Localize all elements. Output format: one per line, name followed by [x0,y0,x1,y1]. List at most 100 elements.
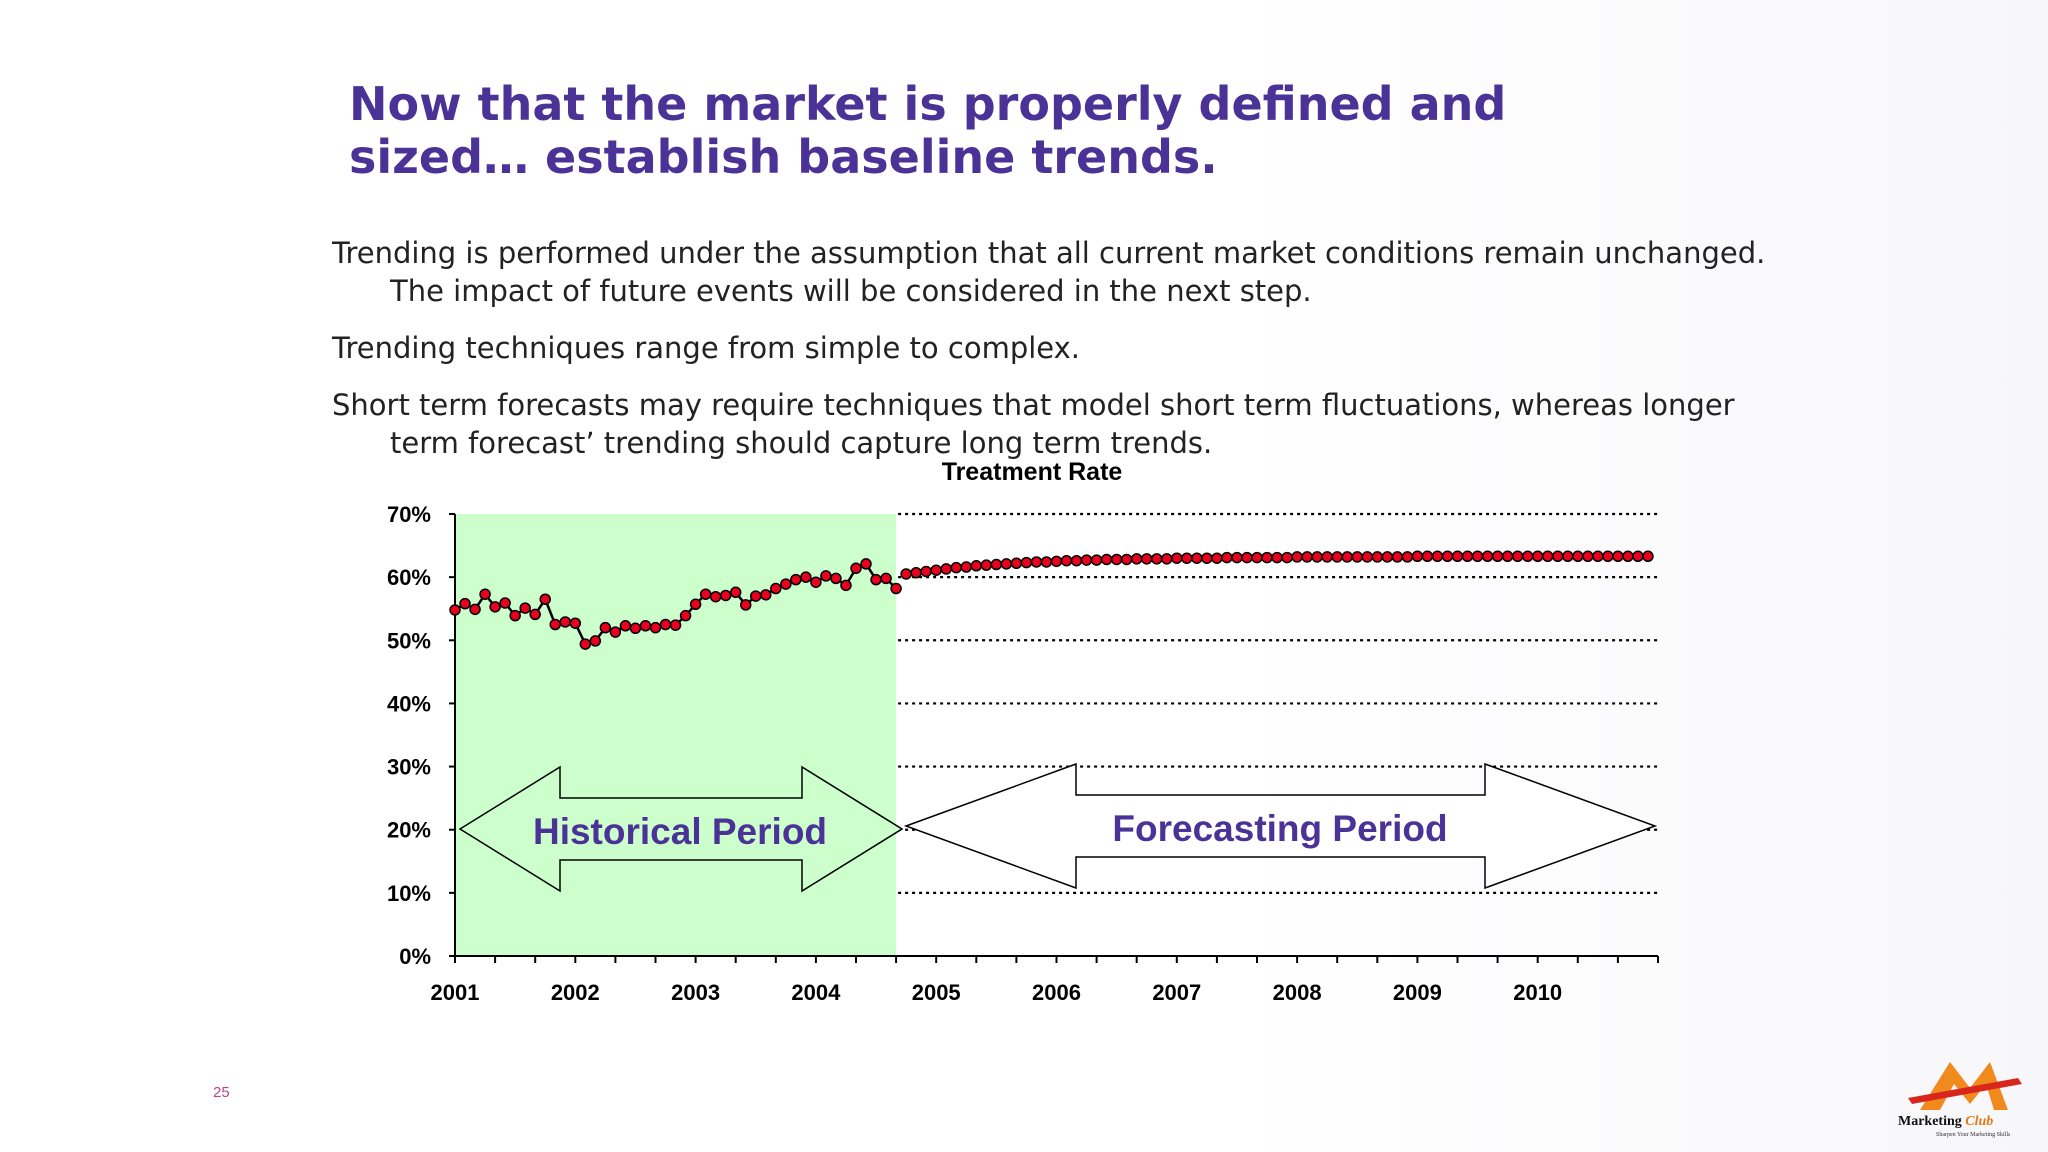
forecast-point [1110,553,1123,566]
historical-point [529,608,541,621]
forecast-point [1441,550,1454,563]
forecast-point [1211,552,1223,564]
historical-point [459,597,471,610]
forecast-point [1060,554,1073,567]
forecast-point [1020,556,1033,569]
forecast-point [1481,550,1494,563]
y-ticks: 0% 10% 20% 30% 40% 50% 60% 70% [387,502,455,969]
forecast-point [1351,551,1363,563]
x-tick-label: 2005 [912,980,961,1005]
forecast-point [1271,551,1283,564]
y-tick-label: 30% [387,755,431,780]
forecast-point [1562,550,1574,563]
historical-point [659,618,672,631]
slide-title-line-1: Now that the market is properly defined … [349,77,1507,131]
historical-point [860,558,872,570]
historical-point [840,579,852,592]
forecast-point [1541,550,1554,563]
forecast-point [1301,551,1313,563]
forecast-point [1451,550,1464,563]
historical-point [579,638,592,650]
x-tick-label: 2009 [1393,980,1442,1005]
data-markers [449,550,1654,650]
forecast-point [970,560,983,572]
forecast-point [1000,558,1013,570]
forecast-point [1572,550,1584,563]
forecast-point [1521,550,1534,563]
logo-brand: Marketing [1898,1114,1962,1129]
y-tick-label: 50% [387,628,431,653]
forecast-point [1030,556,1043,568]
y-tick-label: 40% [387,691,431,716]
forecast-point [1642,550,1654,563]
x-tick-label: 2003 [671,980,720,1005]
forecast-point [1171,552,1183,564]
forecast-point [1632,550,1644,563]
historical-point [729,586,742,599]
historical-point [509,609,521,622]
forecast-point [940,563,952,575]
forecast-point [1491,550,1504,563]
forecast-point [1090,554,1103,566]
historical-point [689,598,702,611]
historical-point [649,621,662,634]
forecast-point [1120,553,1133,566]
period-arrows: Historical Period Forecasting Period [458,762,1658,893]
forecast-point [1181,552,1193,564]
bullet-3: Short term forecasts may require techniq… [332,388,1735,460]
forecast-point [1622,550,1634,563]
forecast-point [1501,550,1514,563]
bullet-2: Trending techniques range from simple to… [332,331,1080,365]
forecast-point [1421,550,1434,563]
x-tick-label: 2007 [1152,980,1201,1005]
historical-point [479,588,491,600]
forecast-point [1381,551,1394,563]
forecast-point [1431,550,1444,563]
forecast-point [1281,551,1293,564]
historical-point [719,589,732,602]
historical-point [589,635,602,647]
forecast-point [1331,551,1343,563]
historical-point [619,620,632,632]
forecast-point [1311,551,1323,563]
historical-point [830,572,842,585]
historical-point [559,616,572,628]
historical-point [810,576,822,588]
chart-title: Treatment Rate [942,458,1123,486]
forecast-point [950,561,962,574]
historical-point [739,599,752,611]
forecast-point [1391,551,1404,563]
page-number: 25 [213,1084,230,1101]
forecast-point [1592,550,1604,563]
forecast-point [1191,552,1203,564]
forecast-point [1582,550,1594,563]
y-tick-label: 70% [387,502,431,527]
forecast-point [1291,551,1303,563]
forecast-point [1602,550,1614,563]
forecasting-period-arrow [903,762,1658,890]
forecast-point [1251,551,1263,564]
historical-region [455,514,897,956]
historical-period-arrow [458,765,904,893]
historical-point [780,578,792,590]
forecast-point [990,558,1003,571]
historical-point [750,590,762,602]
forecast-point [910,566,922,579]
historical-point [669,619,682,631]
historical-point [639,620,652,632]
forecast-point [1471,550,1484,563]
historical-point [629,622,642,635]
forecast-point [1552,550,1564,563]
forecast-point [1531,550,1544,563]
forecast-point [1010,557,1023,570]
forecast-point [1461,550,1474,563]
historical-point [489,601,501,613]
historical-point [800,571,812,583]
slide-title-line-2: sized… establish baseline trends. [349,130,1218,184]
y-tick-label: 10% [387,881,431,906]
forecast-point [1612,550,1624,563]
forecast-point [1130,553,1143,565]
x-ticks: 2001 2002 2003 2004 2005 2006 2007 2008 2009 2010 [431,956,1659,1005]
forecasting-period-label: Forecasting Period [1112,808,1447,849]
forecast-point [1151,553,1163,565]
